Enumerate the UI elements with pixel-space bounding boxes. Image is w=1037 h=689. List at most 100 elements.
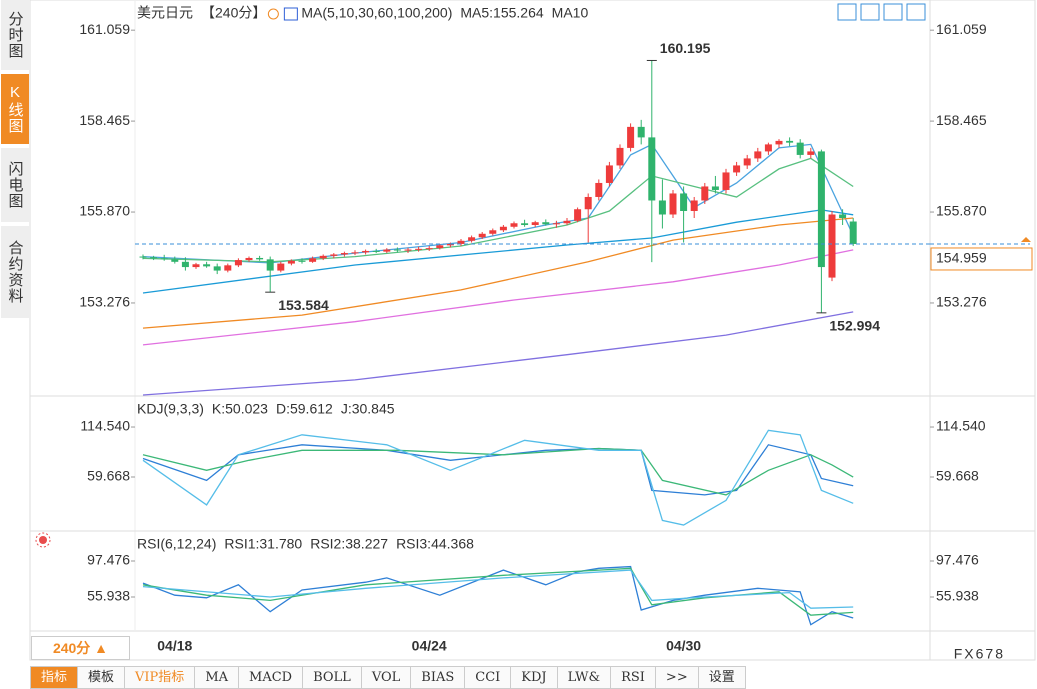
annotation: 152.994 [829, 318, 880, 334]
toolbar-icon [860, 3, 880, 21]
legend-text: K:50.023 [212, 401, 268, 417]
candle-body [245, 257, 253, 261]
candle-body [203, 264, 211, 267]
y-tick-label: 161.059 [79, 21, 130, 37]
icon [39, 536, 47, 544]
toolbar-button[interactable]: BOLL [303, 666, 362, 689]
candle-body [139, 256, 147, 258]
candle-body [605, 165, 613, 183]
toolbar-button[interactable]: VIP指标 [125, 666, 196, 689]
toolbar-button[interactable]: LW& [557, 666, 612, 689]
last-price-label: 154.959 [936, 250, 987, 266]
toolbar-button[interactable]: MACD [239, 666, 304, 689]
candle-body [701, 186, 709, 201]
candle-body [319, 255, 327, 259]
y-tick-label: 55.938 [936, 588, 979, 604]
sidebar: 分时图 K线图闪电图合约资料 [0, 0, 30, 322]
candle-body [309, 258, 317, 262]
candle-body [552, 223, 560, 225]
candle-body [160, 258, 168, 260]
candle-body [733, 165, 741, 173]
candle-body [563, 220, 571, 224]
candle-body [181, 261, 189, 268]
series-line [142, 209, 854, 294]
toolbar-icon [837, 3, 857, 21]
candle-body [743, 158, 751, 166]
toolbar-button[interactable]: CCI [465, 666, 512, 689]
candle-body [287, 260, 295, 264]
toolbar-button[interactable]: VOL [361, 666, 412, 689]
sidebar-tab[interactable]: 合约资料 [1, 226, 29, 318]
candle-body [192, 264, 200, 268]
series-line [142, 157, 854, 263]
candle-body [754, 151, 762, 159]
candle-body [764, 144, 772, 152]
candle-body [796, 142, 804, 155]
candle-body [171, 259, 179, 262]
candle-body [436, 245, 444, 249]
toolbar-button[interactable]: MA [195, 666, 240, 689]
candle-body [213, 266, 221, 271]
candle-body [457, 240, 465, 244]
series-line [142, 444, 854, 496]
candle-body [489, 230, 497, 234]
legend-text: MA5:155.264 [460, 5, 543, 21]
candle-body [521, 223, 529, 226]
candle-body [404, 249, 412, 251]
toolbar-button[interactable]: KDJ [511, 666, 558, 689]
series-line [142, 569, 854, 609]
toolbar-button[interactable]: 设置 [698, 666, 746, 689]
series-line [142, 311, 854, 396]
candle-body [648, 137, 656, 201]
legend-text: RSI3:44.368 [396, 536, 474, 552]
toolbar-button[interactable]: 指标 [30, 666, 79, 689]
candle-body [351, 252, 359, 254]
y-tick-label: 155.870 [79, 203, 130, 219]
toolbar-button[interactable]: 模板 [78, 666, 126, 689]
candle-body [775, 140, 783, 145]
sidebar-tab[interactable]: 分时图 [1, 0, 29, 70]
toolbar: 指标 模板 VIP指标 MA MACD BOLL VOL BIAS CCI KDJ LW& RSI >>… [30, 666, 746, 689]
candle-body [415, 248, 423, 250]
candle-body [722, 172, 730, 190]
series-line [142, 447, 854, 496]
legend-text: MA10 [552, 5, 589, 21]
period-select[interactable]: 240分 ▲ [31, 636, 130, 660]
icon [35, 532, 51, 548]
candle-body [627, 126, 635, 148]
candle-body [330, 254, 338, 256]
candle-body [446, 243, 454, 246]
candle-body [817, 151, 825, 268]
legend-text: RSI(6,12,24) [137, 536, 216, 552]
candle-body [277, 263, 285, 271]
candle-body [616, 147, 624, 166]
toolbar-icon [906, 3, 926, 21]
candle-body [224, 265, 232, 271]
toolbar-button[interactable]: BIAS [411, 666, 466, 689]
candle-body [468, 237, 476, 241]
annotation: 153.584 [278, 297, 329, 313]
toolbar-button[interactable]: >> [655, 666, 699, 689]
sidebar-tab[interactable]: K线图 [1, 74, 29, 144]
legend-text: KDJ(9,3,3) [137, 401, 204, 417]
icon [283, 7, 298, 21]
candle-body [637, 126, 645, 138]
candle-body [595, 182, 603, 197]
candle-body [807, 151, 815, 155]
candle-body [690, 200, 698, 211]
candle-body [828, 214, 836, 278]
y-tick-label: 59.668 [936, 468, 979, 484]
y-tick-label: 59.668 [87, 468, 130, 484]
candle-body [680, 193, 688, 211]
legend-text: 美元日元 [137, 5, 193, 21]
candle-body [393, 249, 401, 251]
annotation: 160.195 [660, 40, 711, 56]
y-tick-label: 114.540 [80, 418, 130, 434]
sidebar-tab[interactable]: 闪电图 [1, 148, 29, 222]
legend-text: J:30.845 [341, 401, 395, 417]
series-line [142, 429, 854, 526]
toolbar-button[interactable]: RSI [611, 666, 656, 689]
icon [267, 8, 279, 20]
candle-body [510, 223, 518, 227]
